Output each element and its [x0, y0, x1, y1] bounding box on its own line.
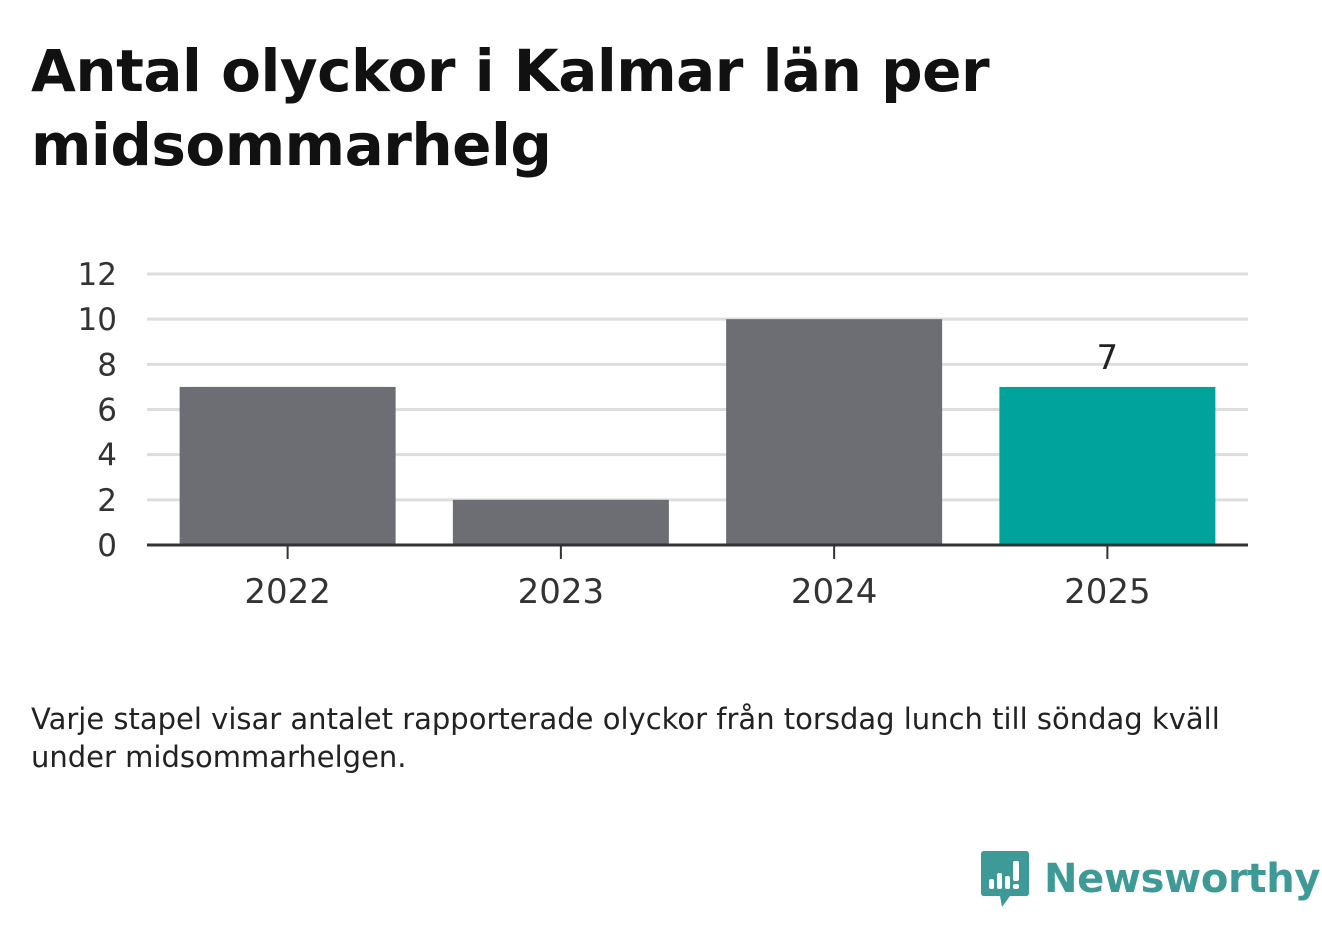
y-tick-label: 8 — [97, 347, 117, 383]
newsworthy-logo-icon — [981, 851, 1029, 907]
x-tick-label: 2025 — [1064, 572, 1151, 612]
y-tick-label: 0 — [97, 528, 117, 564]
y-tick-label: 10 — [78, 302, 117, 338]
y-tick-label: 2 — [97, 483, 117, 519]
x-tick-label: 2024 — [791, 572, 878, 612]
bar-2025 — [999, 386, 1216, 545]
brand-logo: Newsworthy — [980, 848, 1321, 910]
bars — [179, 319, 1216, 545]
chart-title: Antal olyckor i Kalmar län per midsommar… — [31, 37, 990, 179]
y-tick-label: 6 — [97, 393, 117, 429]
y-tick-label: 12 — [78, 257, 117, 293]
brand-name: Newsworthy — [1044, 856, 1321, 902]
y-axis-ticks: 0 2 4 6 8 10 12 — [78, 257, 117, 564]
x-tick-label: 2023 — [518, 572, 605, 612]
bar-2022 — [179, 386, 396, 545]
x-tick-label: 2022 — [244, 572, 331, 612]
bar-2023 — [452, 499, 669, 545]
data-label: 7 — [1097, 338, 1119, 378]
chart-note: Varje stapel visar antalet rapporterade … — [31, 702, 1220, 774]
y-tick-label: 4 — [97, 438, 117, 474]
bar-2024 — [726, 319, 943, 545]
x-axis: 2022 2023 2024 2025 — [147, 543, 1248, 612]
data-labels: 7 — [1097, 338, 1119, 378]
